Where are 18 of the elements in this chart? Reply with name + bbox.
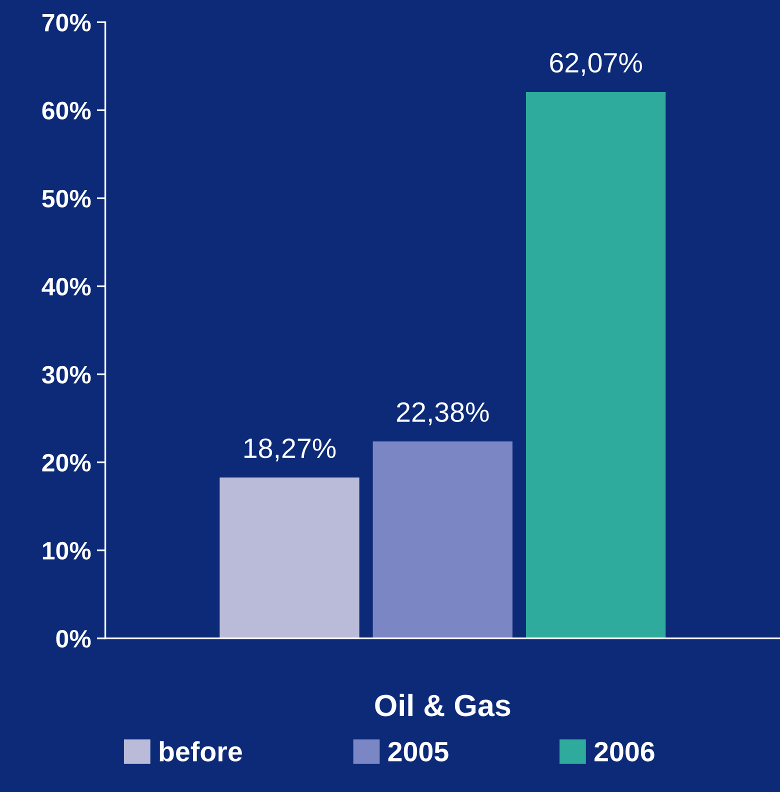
y-tick-label: 30% (42, 366, 91, 384)
bar (526, 92, 666, 638)
x-tick-label: Oil & Gas (375, 694, 510, 716)
bar (372, 441, 512, 638)
y-tick-label: 20% (42, 454, 91, 472)
data-label: 18,27% (244, 438, 336, 462)
legend-label: 2006 (594, 742, 654, 762)
y-tick-label: 60% (42, 102, 91, 120)
data-label: 22,38% (396, 402, 489, 426)
y-tick-label: 0% (56, 630, 91, 648)
legend-label: 2005 (388, 742, 448, 762)
y-tick-label: 10% (42, 542, 91, 560)
y-tick-label: 50% (42, 190, 91, 208)
bar (220, 478, 360, 638)
data-label: 62,07% (550, 52, 642, 76)
legend-label: before (160, 741, 242, 762)
y-tick-label: 40% (42, 278, 91, 296)
y-tick-label: 70% (42, 14, 91, 32)
